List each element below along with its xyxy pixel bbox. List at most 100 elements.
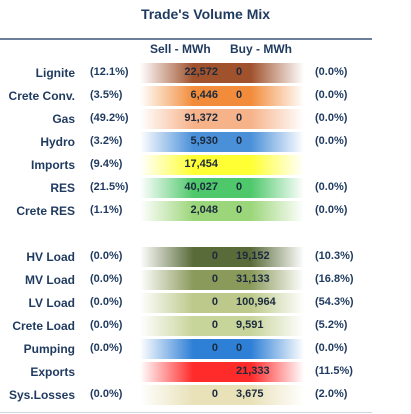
table-row: LV Load (0.0%) 0 100,964 (54.3%)	[0, 293, 411, 313]
buy-cell: 0	[222, 86, 304, 106]
buy-cell: 0	[222, 63, 304, 83]
sell-value: 6,446	[190, 89, 218, 101]
sell-cell: 0	[140, 293, 222, 313]
sell-percent: (3.5%)	[90, 89, 123, 101]
buy-value: 0	[236, 342, 243, 354]
table-row: Hydro (3.2%) 5,930 0 (0.0%)	[0, 132, 411, 152]
buy-percent: (0.0%)	[315, 135, 348, 147]
sell-percent: (0.0%)	[90, 273, 123, 285]
sell-cell: 17,454	[140, 155, 222, 175]
sell-percent: (0.0%)	[90, 250, 123, 262]
sell-percent: (0.0%)	[90, 319, 123, 331]
table-row: RES (21.5%) 40,027 0 (0.0%)	[0, 178, 411, 198]
sell-value: 0	[211, 342, 218, 354]
sell-value: 40,027	[184, 181, 218, 193]
sell-cell: 0	[140, 270, 222, 290]
buy-cell: 0	[222, 109, 304, 129]
sell-value: 91,372	[184, 112, 218, 124]
table-row: HV Load (0.0%) 0 19,152 (10.3%)	[0, 247, 411, 267]
buy-cell: 0	[222, 201, 304, 221]
buy-percent: (0.0%)	[315, 204, 348, 216]
buy-cell: 9,591	[222, 316, 304, 336]
row-label: Lignite	[35, 66, 75, 80]
row-label: Gas	[52, 112, 75, 126]
row-label: Hydro	[40, 135, 75, 149]
buy-percent: (2.0%)	[315, 388, 348, 400]
buy-value: 21,333	[236, 365, 270, 377]
row-label: RES	[50, 181, 75, 195]
buy-percent: (0.0%)	[315, 181, 348, 193]
buy-percent: (0.0%)	[315, 112, 348, 124]
buy-cell: 100,964	[222, 293, 304, 313]
buy-column-header: Buy - MWh	[230, 42, 292, 56]
sell-percent: (12.1%)	[90, 66, 129, 78]
sell-cell: 22,572	[140, 63, 222, 83]
table-row: Lignite (12.1%) 22,572 0 (0.0%)	[0, 63, 411, 83]
buy-cell: 19,152	[222, 247, 304, 267]
sell-cell: 6,446	[140, 86, 222, 106]
sell-column-header: Sell - MWh	[150, 42, 211, 56]
sell-cell: 2,048	[140, 201, 222, 221]
buy-cell: 21,333	[222, 362, 304, 382]
sell-value: 0	[211, 296, 218, 308]
sell-value: 0	[211, 273, 218, 285]
row-label: Crete Conv.	[8, 89, 75, 103]
row-label: HV Load	[26, 250, 75, 264]
table-row: Crete Conv. (3.5%) 6,446 0 (0.0%)	[0, 86, 411, 106]
buy-percent: (16.8%)	[315, 273, 354, 285]
title-divider	[0, 38, 372, 40]
row-label: Pumping	[23, 342, 75, 356]
sell-value: 0	[211, 388, 218, 400]
sell-cell: 40,027	[140, 178, 222, 198]
buy-value: 0	[236, 66, 243, 78]
sell-value: 5,930	[190, 135, 218, 147]
buy-cell: 0	[222, 132, 304, 152]
sell-percent: (0.0%)	[90, 296, 123, 308]
buy-cell: 3,675	[222, 385, 304, 405]
buy-value: 31,133	[236, 273, 270, 285]
buy-cell	[222, 155, 304, 175]
sell-value: 17,454	[184, 158, 218, 170]
chart-title: Trade's Volume Mix	[140, 6, 271, 22]
sell-cell: 0	[140, 247, 222, 267]
buy-percent: (5.2%)	[315, 319, 348, 331]
buy-cell: 31,133	[222, 270, 304, 290]
buy-value: 3,675	[236, 388, 264, 400]
buy-value: 0	[236, 89, 243, 101]
sell-cell: 0	[140, 339, 222, 359]
sell-percent: (49.2%)	[90, 112, 129, 124]
row-label: Sys.Losses	[8, 388, 75, 402]
sell-cell: 0	[140, 316, 222, 336]
row-label: Crete Load	[12, 319, 75, 333]
sell-percent: (1.1%)	[90, 204, 123, 216]
table-row: Crete RES (1.1%) 2,048 0 (0.0%)	[0, 201, 411, 221]
buy-percent: (11.5%)	[315, 365, 353, 377]
sell-value: 22,572	[184, 66, 218, 78]
buy-value: 0	[236, 181, 243, 193]
table-row: Exports 21,333 (11.5%)	[0, 362, 411, 382]
buy-percent: (0.0%)	[315, 66, 348, 78]
row-label: MV Load	[25, 273, 75, 287]
buy-percent: (54.3%)	[315, 296, 354, 308]
sell-cell: 91,372	[140, 109, 222, 129]
sell-percent: (0.0%)	[90, 342, 123, 354]
buy-value: 9,591	[236, 319, 264, 331]
sell-cell: 0	[140, 385, 222, 405]
buy-value: 100,964	[236, 296, 276, 308]
row-label: Imports	[30, 158, 75, 172]
sell-cell: 5,930	[140, 132, 222, 152]
sell-percent: (21.5%)	[90, 181, 129, 193]
sell-percent: (0.0%)	[90, 388, 123, 400]
row-label: LV Load	[28, 296, 75, 310]
table-row: Crete Load (0.0%) 0 9,591 (5.2%)	[0, 316, 411, 336]
table-row: Sys.Losses (0.0%) 0 3,675 (2.0%)	[0, 385, 411, 405]
buy-percent: (0.0%)	[315, 342, 348, 354]
sell-value: 0	[211, 250, 218, 262]
sell-percent: (3.2%)	[90, 135, 123, 147]
buy-cell: 0	[222, 339, 304, 359]
buy-value: 0	[236, 135, 243, 147]
sell-value: 0	[211, 319, 218, 331]
buy-percent: (0.0%)	[315, 89, 348, 101]
buy-value: 0	[236, 204, 243, 216]
buy-percent: (10.3%)	[315, 250, 354, 262]
